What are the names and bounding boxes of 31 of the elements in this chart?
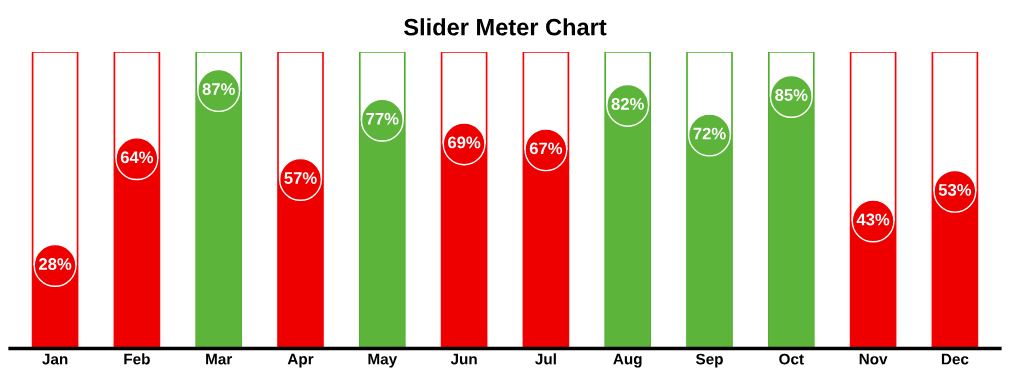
x-tick-label: Apr	[287, 353, 314, 368]
data-label: 77%	[366, 112, 399, 125]
data-label: 64%	[120, 151, 154, 164]
chart-title: Slider Meter Chart	[404, 18, 607, 36]
bar	[604, 51, 652, 349]
x-tick-label: May	[368, 353, 398, 368]
x-tick-label: Mar	[206, 353, 233, 365]
x-tick-label: Feb	[124, 353, 150, 365]
data-label: 82%	[611, 98, 644, 110]
data-label: 43%	[856, 213, 890, 226]
x-tick-label: Nov	[859, 353, 888, 365]
bar	[195, 51, 243, 349]
x-tick-label: Jul	[535, 353, 556, 365]
x-tick-label: Dec	[941, 353, 969, 365]
bar	[767, 51, 815, 349]
bar	[686, 51, 733, 349]
data-label: 69%	[448, 136, 481, 149]
x-tick-label: Jan	[42, 353, 68, 365]
x-tick-label: Sep	[695, 353, 723, 368]
data-label: 87%	[202, 83, 235, 95]
data-label: 28%	[38, 258, 72, 270]
data-label: 72%	[693, 127, 726, 140]
data-label: 67%	[529, 142, 563, 155]
data-label: 85%	[775, 89, 808, 101]
x-tick-label: Aug	[613, 353, 642, 368]
bar	[358, 51, 406, 349]
data-label: 53%	[938, 183, 972, 196]
data-label: 57%	[284, 172, 317, 184]
bar	[277, 51, 324, 349]
x-tick-label: Jun	[450, 353, 477, 365]
x-tick-label: Oct	[779, 353, 804, 365]
